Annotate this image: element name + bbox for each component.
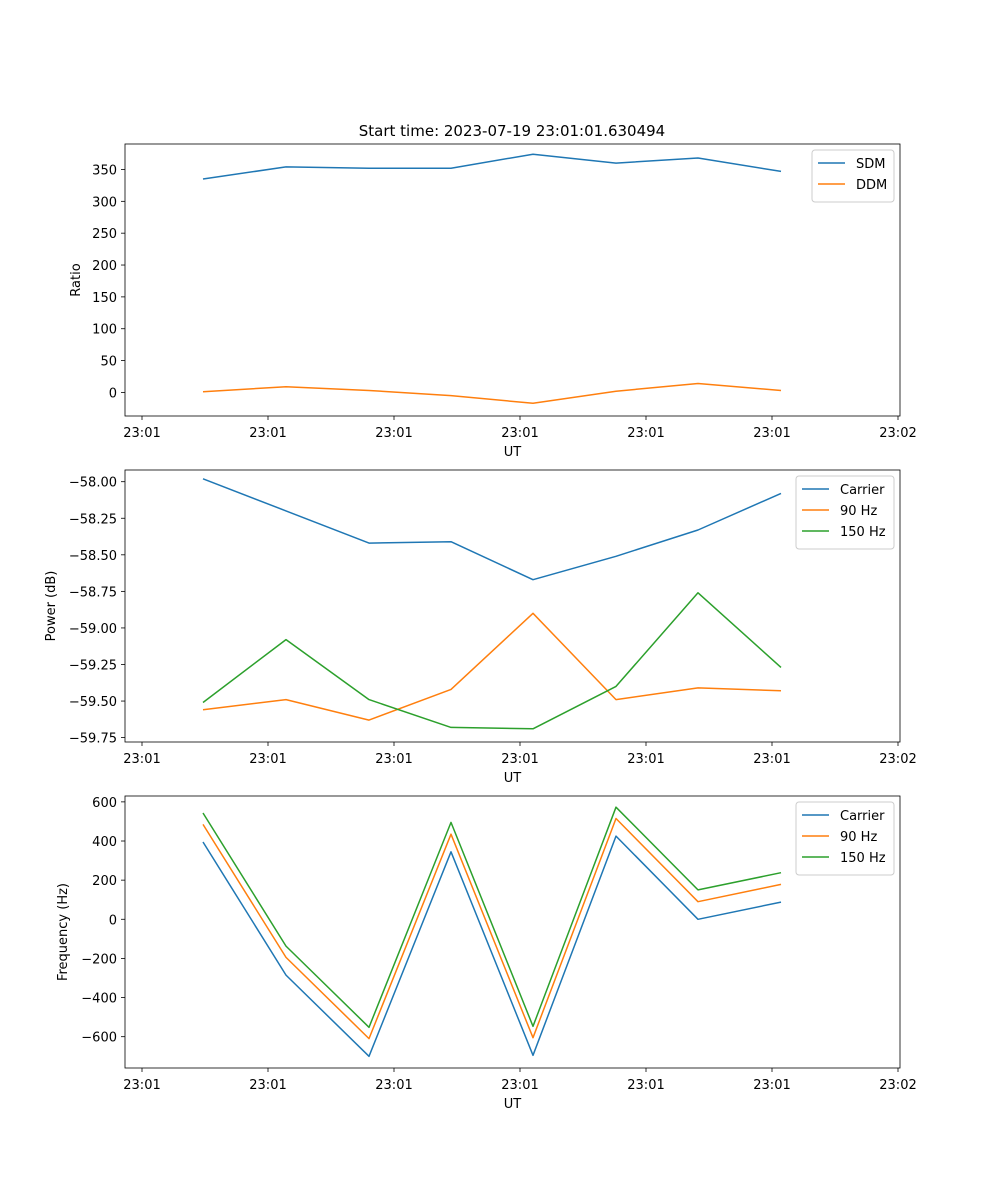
series-line-carrier (202, 478, 782, 581)
y-tick-label: 600 (92, 796, 117, 811)
x-tick-label: 23:02 (879, 426, 916, 441)
x-tick-label: 23:01 (501, 1078, 538, 1093)
y-tick-label: −200 (81, 952, 117, 967)
ratio-subplot: 23:01 23:01 23:01 23:01 23:01 23:01 23:02 0 50 10… (69, 143, 917, 460)
legend-label: 90 Hz (840, 504, 877, 519)
legend-label: DDM (856, 178, 887, 193)
y-tick-label: −58.00 (69, 476, 117, 491)
x-tick-label: 23:01 (375, 426, 412, 441)
legend-label: Carrier (840, 809, 885, 824)
x-tick-label: 23:02 (879, 1078, 916, 1093)
series-line-carrier (202, 835, 782, 1058)
x-tick-label: 23:01 (249, 752, 286, 767)
x-tick-label: 23:01 (123, 426, 160, 441)
x-tick-label: 23:01 (249, 1078, 286, 1093)
y-tick-label: 200 (92, 259, 117, 274)
power-subplot: 23:01 23:01 23:01 23:01 23:01 23:01 23:02 −58.0… (44, 469, 917, 786)
x-tick-label: 23:01 (123, 752, 160, 767)
series-line-sdm (202, 153, 782, 180)
y-tick-label: −600 (81, 1031, 117, 1046)
x-tick-label: 23:01 (627, 752, 664, 767)
x-tick-label: 23:01 (501, 752, 538, 767)
legend-label: SDM (856, 157, 885, 172)
y-tick-label: 350 (92, 163, 117, 178)
y-tick-label: −58.75 (69, 585, 117, 600)
y-tick-label: 200 (92, 874, 117, 889)
legend: SDM DDM (811, 149, 895, 203)
x-tick-label: 23:01 (249, 426, 286, 441)
legend: Carrier 90 Hz 150 Hz (795, 475, 895, 550)
y-tick-label: −59.25 (69, 658, 117, 673)
y-tick-label: 400 (92, 835, 117, 850)
x-tick-label: 23:01 (753, 426, 790, 441)
x-tick-label: 23:01 (375, 1078, 412, 1093)
chart-title: Start time: 2023-07-19 23:01:01.630494 (359, 122, 665, 140)
x-axis-label: UT (504, 1097, 522, 1112)
x-tick-label: 23:01 (375, 752, 412, 767)
legend: Carrier 90 Hz 150 Hz (795, 801, 895, 876)
series-line-ddm (202, 382, 782, 405)
axes-frame (124, 469, 901, 743)
y-tick-label: −59.75 (69, 732, 117, 747)
series-line-150-hz (202, 806, 782, 1029)
y-tick-label: 300 (92, 195, 117, 210)
y-tick-label: 0 (109, 386, 117, 401)
x-tick-label: 23:01 (753, 752, 790, 767)
y-tick-label: 150 (92, 291, 117, 306)
frequency-subplot: 23:01 23:01 23:01 23:01 23:01 23:01 23:02 −600 −… (56, 795, 917, 1112)
y-tick-label: 0 (109, 913, 117, 928)
y-tick-label: −59.00 (69, 622, 117, 637)
y-tick-label: −58.50 (69, 549, 117, 564)
x-tick-label: 23:01 (123, 1078, 160, 1093)
y-tick-label: −58.25 (69, 512, 117, 527)
y-tick-label: −59.50 (69, 695, 117, 710)
y-tick-label: 250 (92, 227, 117, 242)
series-line-150-hz (202, 592, 782, 730)
series-line-90-hz (202, 817, 782, 1040)
x-tick-label: 23:01 (627, 426, 664, 441)
x-tick-label: 23:02 (879, 752, 916, 767)
axes-frame (124, 143, 901, 417)
x-tick-label: 23:01 (501, 426, 538, 441)
x-tick-label: 23:01 (627, 1078, 664, 1093)
y-tick-label: 50 (100, 355, 117, 370)
legend-label: 150 Hz (840, 851, 886, 866)
legend-label: 90 Hz (840, 830, 877, 845)
axes-frame (124, 795, 901, 1069)
y-axis-label: Frequency (Hz) (56, 883, 71, 981)
series-line-90-hz (202, 612, 782, 721)
x-axis-label: UT (504, 771, 522, 786)
y-tick-label: −400 (81, 992, 117, 1007)
x-tick-label: 23:01 (753, 1078, 790, 1093)
legend-label: Carrier (840, 483, 885, 498)
y-axis-label: Power (dB) (44, 571, 59, 642)
x-axis-label: UT (504, 445, 522, 460)
y-axis-label: Ratio (69, 263, 84, 296)
legend-label: 150 Hz (840, 525, 886, 540)
y-tick-label: 100 (92, 323, 117, 338)
